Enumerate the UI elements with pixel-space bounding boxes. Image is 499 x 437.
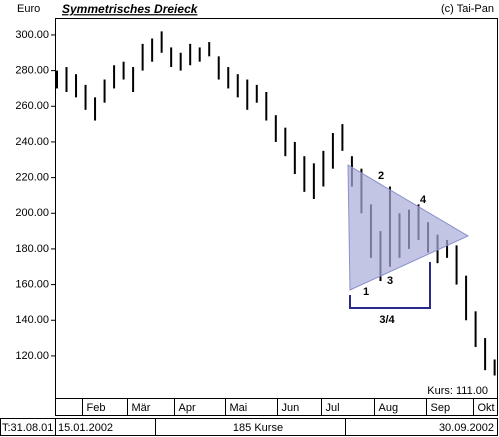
annotation: 3	[387, 275, 393, 287]
y-tick-label: 200.00	[15, 207, 49, 219]
y-tick-label: 140.00	[15, 314, 49, 326]
x-tick-label: Jul	[326, 402, 340, 414]
copyright: (c) Tai-Pan	[441, 3, 494, 15]
y-tick-label: 240.00	[15, 136, 49, 148]
x-tick-label: Apr	[179, 402, 196, 414]
y-axis-label: Euro	[17, 3, 40, 15]
y-tick-label: 180.00	[15, 243, 49, 255]
x-tick-label: Jun	[282, 402, 300, 414]
annotation: 4	[420, 194, 427, 206]
y-tick-label: 300.00	[15, 29, 49, 41]
annotation: 2	[378, 170, 384, 182]
x-tick-label: Sep	[431, 402, 451, 414]
status-text: 30.09.2002	[439, 422, 494, 434]
x-tick-label: Mai	[230, 402, 248, 414]
status-bar	[0, 418, 498, 436]
x-tick-label: Feb	[87, 402, 106, 414]
y-tick-label: 120.00	[15, 350, 49, 362]
measure-bracket	[349, 262, 431, 309]
triangle-pattern	[347, 164, 470, 291]
annotation: 1	[363, 286, 369, 298]
status-text: T:31.08.01	[2, 422, 53, 434]
y-tick-label: 260.00	[15, 100, 49, 112]
x-tick-label: Mär	[132, 402, 151, 414]
annotation: 3/4	[379, 314, 395, 326]
status-text: 15.01.2002	[58, 422, 113, 434]
chart-title: Symmetrisches Dreieck	[62, 2, 199, 16]
x-tick-label: Aug	[379, 402, 399, 414]
y-tick-label: 280.00	[15, 65, 49, 77]
y-tick-label: 220.00	[15, 172, 49, 184]
x-tick-label: Okt	[478, 402, 495, 414]
y-tick-label: 160.00	[15, 278, 49, 290]
month-strip	[55, 398, 498, 416]
status-text: 185 Kurse	[233, 422, 283, 434]
last-price: Kurs: 111.00	[427, 385, 488, 397]
